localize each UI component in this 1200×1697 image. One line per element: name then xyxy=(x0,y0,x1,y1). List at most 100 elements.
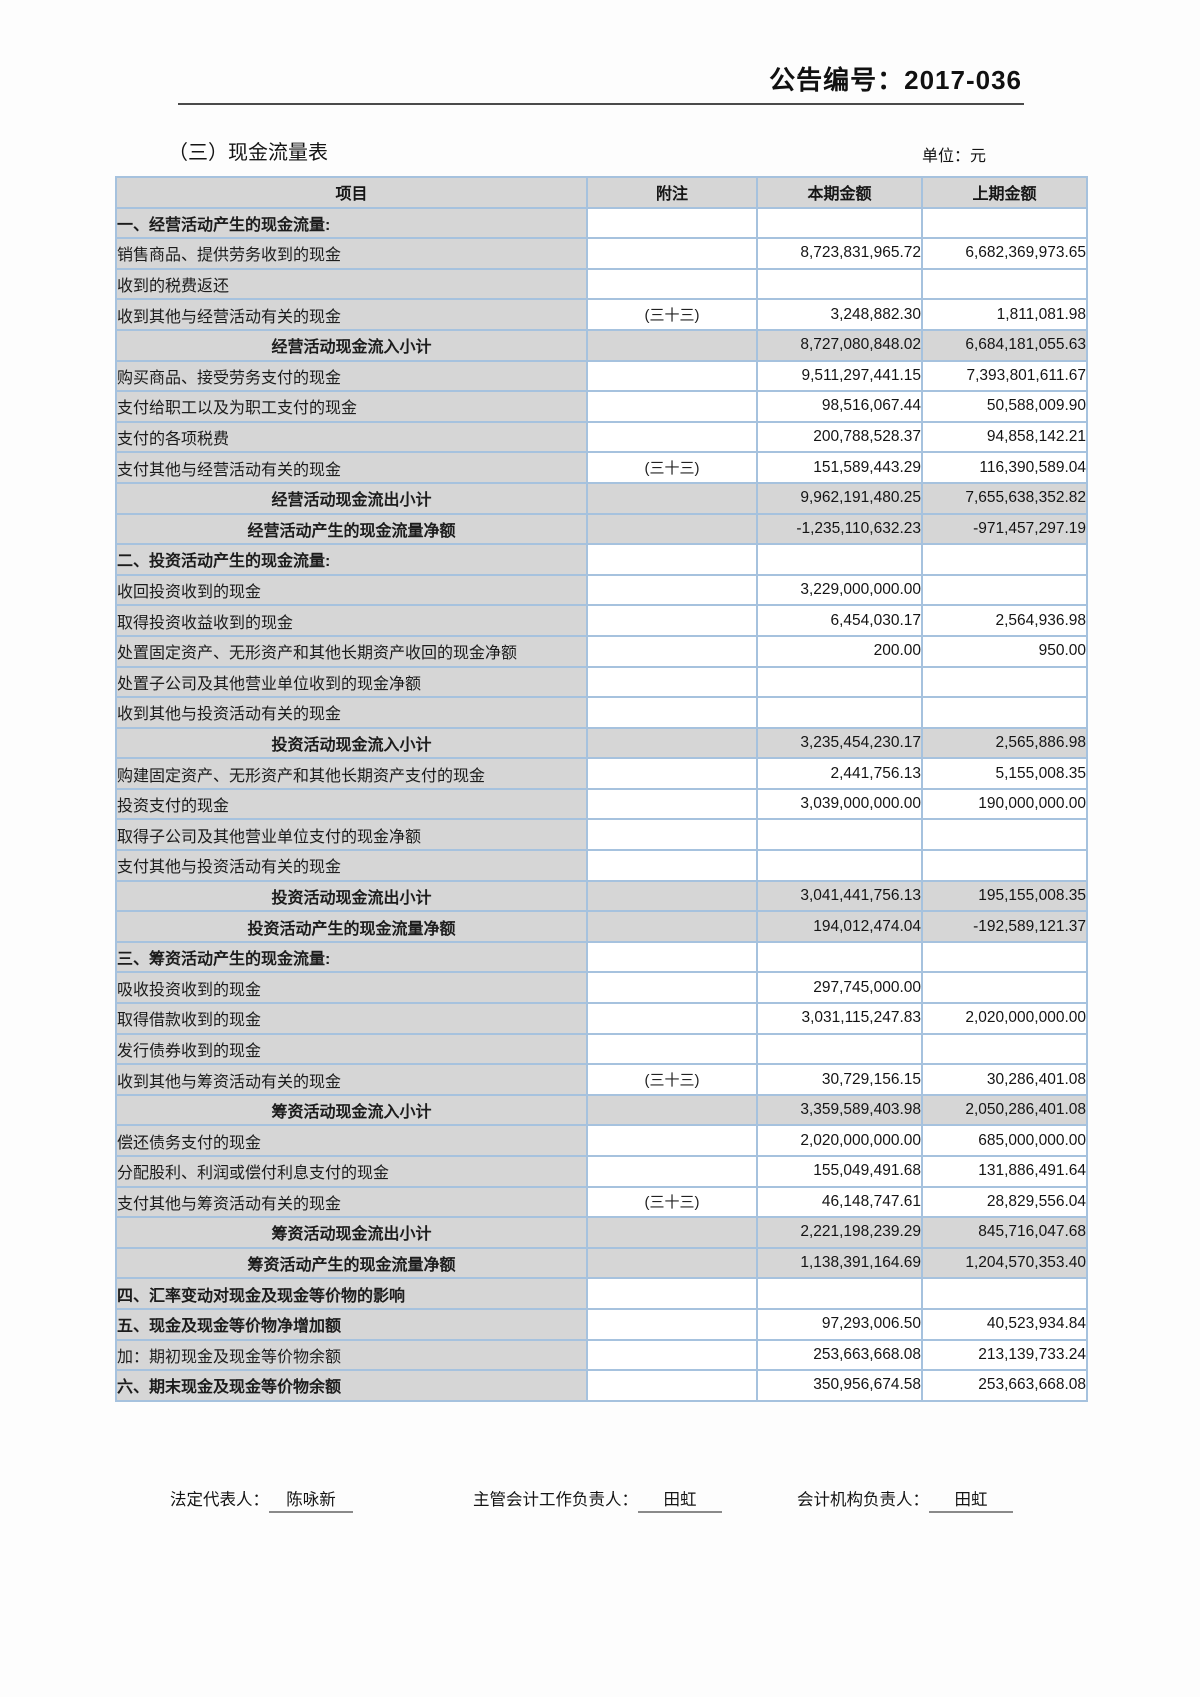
table-row: 支付其他与经营活动有关的现金 (三十三) 151,589,443.29 116,390… xyxy=(115,451,1088,484)
table-row: 取得投资收益收到的现金 6,454,030.17 2,564,936.98 xyxy=(115,604,1088,637)
row-label-cell: 投资活动现金流入小计 xyxy=(115,726,588,760)
row-note-cell: (三十三) xyxy=(586,1063,758,1096)
row-current-amount-cell xyxy=(756,1032,923,1066)
table-row: 加：期初现金及现金等价物余额 253,663,668.08 213,139,733.… xyxy=(115,1338,1088,1372)
row-label-cell: 处置子公司及其他营业单位收到的现金净额 xyxy=(115,665,588,699)
table-row: 五、现金及现金等价物净增加额 97,293,006.50 40,523,934.84 xyxy=(115,1307,1088,1341)
table-row: 收到其他与经营活动有关的现金 (三十三) 3,248,882.30 1,811,081… xyxy=(115,298,1088,331)
row-prior-amount-cell xyxy=(921,696,1088,729)
row-label-cell: 六、期末现金及现金等价物余额 xyxy=(115,1369,588,1402)
row-note-cell xyxy=(586,696,758,729)
row-current-amount-cell: 3,229,000,000.00 xyxy=(756,573,923,607)
row-label-cell: 投资活动产生的现金流量净额 xyxy=(115,910,588,943)
row-note-cell xyxy=(586,879,758,913)
table-row: 购建固定资产、无形资产和其他长期资产支付的现金 2,441,756.13 5,155… xyxy=(115,757,1088,790)
signatory-line: 法定代表人： 陈咏新 主管会计工作负责人： 田虹 会计机构负责人： 田虹 xyxy=(115,1486,1086,1520)
row-prior-amount-cell xyxy=(921,665,1088,699)
announcement-number: 公告编号：2017-036 xyxy=(769,65,1022,95)
row-label-cell: 收到其他与筹资活动有关的现金 xyxy=(115,1063,588,1096)
row-current-amount-cell xyxy=(756,206,923,240)
row-prior-amount-cell: 94,858,142.21 xyxy=(921,420,1088,454)
row-label-cell: 一、经营活动产生的现金流量: xyxy=(115,206,588,240)
row-note-cell xyxy=(586,1338,758,1372)
row-current-amount-cell: 253,663,668.08 xyxy=(756,1338,923,1372)
row-label-cell: 投资支付的现金 xyxy=(115,787,588,821)
row-current-amount-cell xyxy=(756,665,923,699)
table-row: 收到其他与投资活动有关的现金 xyxy=(115,696,1088,729)
row-note-cell xyxy=(586,940,758,974)
table-row: 六、期末现金及现金等价物余额 350,956,674.58 253,663,668.… xyxy=(115,1369,1088,1402)
row-note-cell xyxy=(586,757,758,790)
row-prior-amount-cell xyxy=(921,267,1088,301)
row-prior-amount-cell: 253,663,668.08 xyxy=(921,1369,1088,1402)
row-prior-amount-cell: 7,393,801,611.67 xyxy=(921,359,1088,393)
row-current-amount-cell: 151,589,443.29 xyxy=(756,451,923,484)
row-prior-amount-cell xyxy=(921,849,1088,882)
table-row: 经营活动产生的现金流量净额 -1,235,110,632.23 -971,457,2… xyxy=(115,512,1088,546)
row-note-cell xyxy=(586,1369,758,1402)
row-prior-amount-cell xyxy=(921,543,1088,576)
row-prior-amount-cell: 6,682,369,973.65 xyxy=(921,237,1088,270)
table-row: 支付给职工以及为职工支付的现金 98,516,067.44 50,588,009.9… xyxy=(115,390,1088,423)
row-note-cell xyxy=(586,420,758,454)
row-prior-amount-cell xyxy=(921,573,1088,607)
row-current-amount-cell: 297,745,000.00 xyxy=(756,971,923,1005)
column-header-note: 附注 xyxy=(586,176,758,209)
row-label-cell: 支付给职工以及为职工支付的现金 xyxy=(115,390,588,423)
table-header-row: 项目 附注 本期金额 上期金额 xyxy=(115,176,1088,209)
table-row: 收到的税费返还 xyxy=(115,267,1088,301)
accounting-org-head-label: 会计机构负责人： xyxy=(797,1491,929,1509)
row-current-amount-cell: 200.00 xyxy=(756,634,923,668)
row-note-cell xyxy=(586,1246,758,1280)
row-note-cell xyxy=(586,573,758,607)
row-current-amount-cell: 2,221,198,239.29 xyxy=(756,1216,923,1249)
row-current-amount-cell: 3,248,882.30 xyxy=(756,298,923,331)
row-label-cell: 收到其他与投资活动有关的现金 xyxy=(115,696,588,729)
legal-representative: 法定代表人： 陈咏新 xyxy=(170,1486,353,1513)
row-current-amount-cell xyxy=(756,543,923,576)
row-note-cell xyxy=(586,1155,758,1188)
row-current-amount-cell: 3,359,589,403.98 xyxy=(756,1093,923,1127)
row-prior-amount-cell: 2,020,000,000.00 xyxy=(921,1002,1088,1035)
row-prior-amount-cell xyxy=(921,1032,1088,1066)
row-note-cell xyxy=(586,328,758,362)
accounting-org-head: 会计机构负责人： 田虹 xyxy=(797,1486,1013,1513)
table-row: 经营活动现金流出小计 9,962,191,480.25 7,655,638,352.… xyxy=(115,481,1088,515)
row-label-cell: 三、筹资活动产生的现金流量: xyxy=(115,940,588,974)
row-label-cell: 收回投资收到的现金 xyxy=(115,573,588,607)
column-header-prior-period: 上期金额 xyxy=(921,176,1088,209)
row-note-cell xyxy=(586,237,758,270)
table-row: 支付的各项税费 200,788,528.37 94,858,142.21 xyxy=(115,420,1088,454)
row-current-amount-cell: 9,511,297,441.15 xyxy=(756,359,923,393)
row-label-cell: 筹资活动现金流出小计 xyxy=(115,1216,588,1249)
legal-representative-name: 陈咏新 xyxy=(269,1486,353,1513)
table-row: 投资支付的现金 3,039,000,000.00 190,000,000.00 xyxy=(115,787,1088,821)
legal-representative-label: 法定代表人： xyxy=(170,1491,269,1509)
row-current-amount-cell: 194,012,474.04 xyxy=(756,910,923,943)
row-prior-amount-cell: 2,050,286,401.08 xyxy=(921,1093,1088,1127)
table-row: 处置固定资产、无形资产和其他长期资产收回的现金净额 200.00 950.00 xyxy=(115,634,1088,668)
table-row: 收回投资收到的现金 3,229,000,000.00 xyxy=(115,573,1088,607)
row-current-amount-cell: 98,516,067.44 xyxy=(756,390,923,423)
row-note-cell xyxy=(586,1124,758,1157)
row-label-cell: 购建固定资产、无形资产和其他长期资产支付的现金 xyxy=(115,757,588,790)
row-note-cell xyxy=(586,910,758,943)
row-current-amount-cell xyxy=(756,849,923,882)
row-label-cell: 筹资活动产生的现金流量净额 xyxy=(115,1246,588,1280)
row-label-cell: 支付其他与投资活动有关的现金 xyxy=(115,849,588,882)
row-note-cell xyxy=(586,849,758,882)
row-note-cell xyxy=(586,390,758,423)
row-current-amount-cell: 8,727,080,848.02 xyxy=(756,328,923,362)
row-label-cell: 收到其他与经营活动有关的现金 xyxy=(115,298,588,331)
row-label-cell: 处置固定资产、无形资产和其他长期资产收回的现金净额 xyxy=(115,634,588,668)
row-note-cell xyxy=(586,359,758,393)
row-prior-amount-cell: 213,139,733.24 xyxy=(921,1338,1088,1372)
row-label-cell: 五、现金及现金等价物净增加额 xyxy=(115,1307,588,1341)
row-current-amount-cell: 3,031,115,247.83 xyxy=(756,1002,923,1035)
row-current-amount-cell: -1,235,110,632.23 xyxy=(756,512,923,546)
row-note-cell xyxy=(586,1216,758,1249)
row-note-cell xyxy=(586,1093,758,1127)
table-row: 取得借款收到的现金 3,031,115,247.83 2,020,000,000.0… xyxy=(115,1002,1088,1035)
cash-flow-table: 项目 附注 本期金额 上期金额 一、经营活动产生的现金流量: 销售商品、提供劳务收… xyxy=(115,176,1088,1402)
row-current-amount-cell: 3,235,454,230.17 xyxy=(756,726,923,760)
